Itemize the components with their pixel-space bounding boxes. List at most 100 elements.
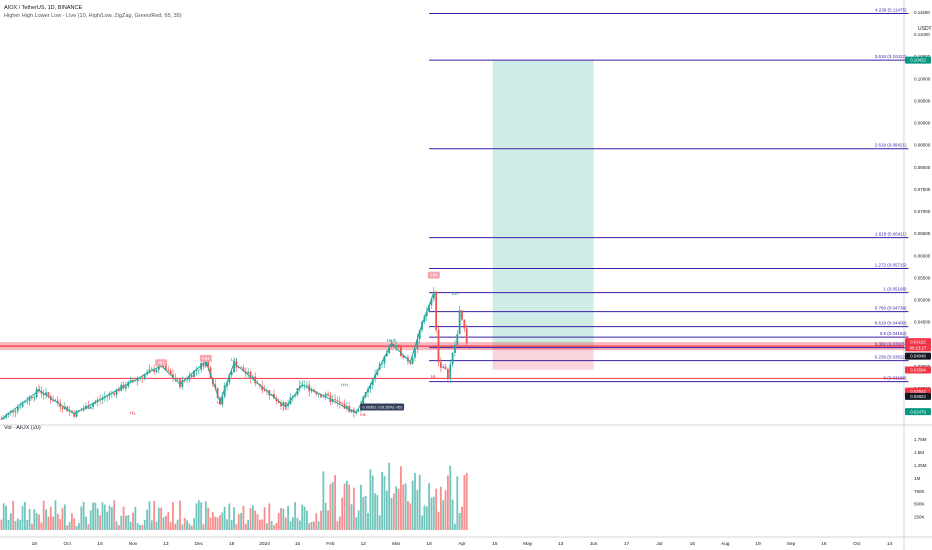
fibonacci-levels: 4.236 (0.11475) 3.618 (0.10422) 2.618 (0.0… xyxy=(429,8,909,383)
volume-bar xyxy=(360,484,362,530)
candle-body xyxy=(298,385,301,389)
volume-bar xyxy=(212,512,214,530)
candle-body xyxy=(315,391,318,395)
volume-bar xyxy=(28,509,31,530)
time-tick: 18 xyxy=(229,541,235,547)
candle-body xyxy=(306,384,308,386)
candle-body xyxy=(125,386,127,389)
volume-bar xyxy=(14,520,17,530)
fib-label: 0.236 (0.03632) xyxy=(875,355,907,360)
volume-bar xyxy=(308,522,311,530)
volume-bar xyxy=(92,502,94,530)
volume-bar xyxy=(430,497,433,530)
volume-bar xyxy=(261,519,264,530)
pivot-labels: LH HH HH LH HL HL HL HL LH HH High HH LH HL -0.00951 (… xyxy=(36,271,459,418)
volume-bar xyxy=(35,513,38,530)
volume-bar xyxy=(122,506,125,530)
volume-bar xyxy=(317,521,320,530)
volume-bar xyxy=(209,517,212,530)
time-tick: 2024 xyxy=(259,541,270,547)
candle-body xyxy=(254,376,257,384)
volume-bar xyxy=(26,519,29,530)
time-tick: 16 xyxy=(821,541,827,547)
volume-bar xyxy=(139,525,141,530)
volume-bar xyxy=(103,504,106,530)
volume-bar xyxy=(324,502,327,530)
time-tick: 15 xyxy=(690,541,696,547)
volume-bar xyxy=(331,482,334,530)
price-badge xyxy=(905,344,931,352)
price-badge xyxy=(905,408,931,416)
volume-bar xyxy=(214,516,217,530)
volume-bar xyxy=(343,483,346,530)
candle-body xyxy=(430,298,433,306)
candle-body xyxy=(383,356,386,364)
volume-bar xyxy=(190,525,193,530)
candle-body xyxy=(251,376,254,379)
candle-body xyxy=(106,395,109,397)
candle-body xyxy=(94,401,97,404)
candle-body xyxy=(369,385,372,389)
volume-bar xyxy=(197,500,200,530)
volume-bar xyxy=(228,503,231,530)
volume-bar xyxy=(421,515,423,530)
fib-label: 0.786 (0.04738) xyxy=(875,306,907,311)
volume-bar xyxy=(374,493,376,530)
candle-body xyxy=(16,407,19,411)
candle-body xyxy=(82,408,85,411)
fib-label: 0 (0.03158) xyxy=(883,376,907,381)
indicator-legend[interactable]: Higher High Lower Low - Live (10, High/L… xyxy=(4,13,182,19)
candle-body xyxy=(204,360,207,367)
candle-body xyxy=(24,402,26,403)
price-badge xyxy=(905,366,931,374)
price-badge-label: 0.10422 xyxy=(910,58,926,63)
candle-body xyxy=(458,310,461,335)
volume-bar xyxy=(383,475,386,530)
candle-body xyxy=(310,389,313,392)
price-tick: 0.09500 xyxy=(914,98,931,103)
candle-body xyxy=(322,396,325,398)
volume-bar xyxy=(85,516,87,530)
volume-bar xyxy=(376,495,379,530)
volume-bar xyxy=(172,502,174,530)
candle-body xyxy=(435,291,438,330)
price-tick: 0.03500 xyxy=(914,364,931,369)
volume-bar xyxy=(169,522,172,530)
price-tick: 0.06000 xyxy=(914,253,931,258)
candle-body xyxy=(179,379,181,388)
candle-body xyxy=(454,344,456,353)
time-tick: Apr xyxy=(458,541,466,547)
volume-bar xyxy=(223,506,226,530)
time-axis[interactable]: 18 Oct 16 Nov 13 Dec 18 2024 15 Feb 12 Mar 18 Apr 15 Ma… xyxy=(32,541,893,547)
volume-bar xyxy=(148,501,151,530)
volume-bar xyxy=(362,496,365,530)
volume-bar xyxy=(143,519,146,530)
volume-bar xyxy=(289,521,292,530)
volume-bar xyxy=(355,517,358,530)
volume-bar xyxy=(414,472,416,530)
volume-bar xyxy=(174,523,177,530)
candle-body xyxy=(287,403,289,406)
volume-bar xyxy=(132,512,134,530)
candle-body xyxy=(442,366,445,368)
price-axis[interactable]: 0.115000.110000.105000.100000.095000.090… xyxy=(905,10,931,520)
volume-legend[interactable]: Vol · AIOX (20) xyxy=(4,425,41,431)
fib-label: 0.382 (0.03926) xyxy=(875,342,907,347)
candle-body xyxy=(132,379,134,382)
volume-bar xyxy=(219,515,221,530)
volume-bar xyxy=(256,514,259,530)
candle-body xyxy=(28,396,31,402)
volume-bar xyxy=(200,502,203,530)
candle-body xyxy=(439,362,442,368)
candle-body xyxy=(221,396,224,405)
zigzag-lines xyxy=(1,292,435,420)
volume-bar xyxy=(59,519,62,530)
candle-body xyxy=(129,379,132,382)
candle-body xyxy=(216,388,219,398)
time-tick: 13 xyxy=(558,541,564,547)
volume-bar xyxy=(207,507,210,530)
fib-label: 3.618 (0.10422) xyxy=(875,54,907,59)
candle-body xyxy=(385,353,388,357)
